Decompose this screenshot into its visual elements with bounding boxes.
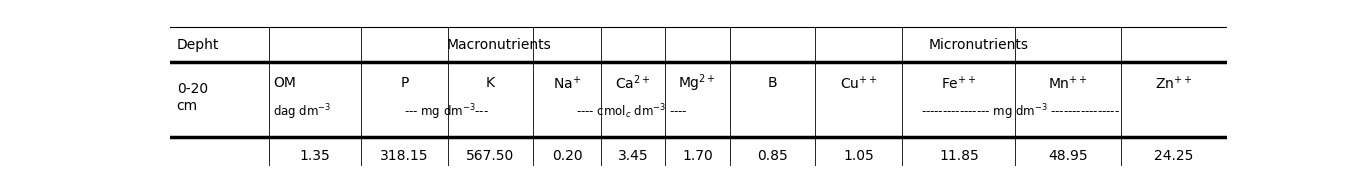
Text: 1.70: 1.70 [682, 149, 713, 163]
Text: Na$^{+}$: Na$^{+}$ [553, 75, 581, 92]
Text: 0-20
cm: 0-20 cm [177, 82, 207, 113]
Text: Fe$^{++}$: Fe$^{++}$ [940, 75, 977, 92]
Text: 3.45: 3.45 [617, 149, 649, 163]
Text: P: P [401, 76, 409, 90]
Text: Cu$^{++}$: Cu$^{++}$ [840, 75, 878, 92]
Text: 0.85: 0.85 [756, 149, 788, 163]
Text: 0.20: 0.20 [552, 149, 582, 163]
Text: 1.35: 1.35 [300, 149, 330, 163]
Text: B: B [767, 76, 777, 90]
Text: OM: OM [273, 76, 296, 90]
Text: 567.50: 567.50 [466, 149, 515, 163]
Text: Mg$^{2+}$: Mg$^{2+}$ [679, 72, 717, 94]
Text: Macronutrients: Macronutrients [447, 38, 552, 52]
Text: 48.95: 48.95 [1048, 149, 1088, 163]
Text: 11.85: 11.85 [939, 149, 979, 163]
Text: ---- cmol$_c$ dm$^{-3}$ ----: ---- cmol$_c$ dm$^{-3}$ ---- [575, 102, 687, 121]
Text: --- mg dm$^{-3}$---: --- mg dm$^{-3}$--- [405, 102, 489, 122]
Text: ---------------- mg dm$^{-3}$ ----------------: ---------------- mg dm$^{-3}$ ----------… [921, 102, 1120, 122]
Text: Zn$^{++}$: Zn$^{++}$ [1154, 75, 1193, 92]
Text: Mn$^{++}$: Mn$^{++}$ [1048, 75, 1088, 92]
Text: Ca$^{2+}$: Ca$^{2+}$ [615, 74, 650, 92]
Text: dag dm$^{-3}$: dag dm$^{-3}$ [273, 102, 331, 122]
Text: K: K [487, 76, 495, 90]
Text: 318.15: 318.15 [380, 149, 428, 163]
Text: 1.05: 1.05 [844, 149, 874, 163]
Text: Micronutrients: Micronutrients [928, 38, 1029, 52]
Text: 24.25: 24.25 [1154, 149, 1194, 163]
Text: Depht: Depht [177, 38, 219, 52]
